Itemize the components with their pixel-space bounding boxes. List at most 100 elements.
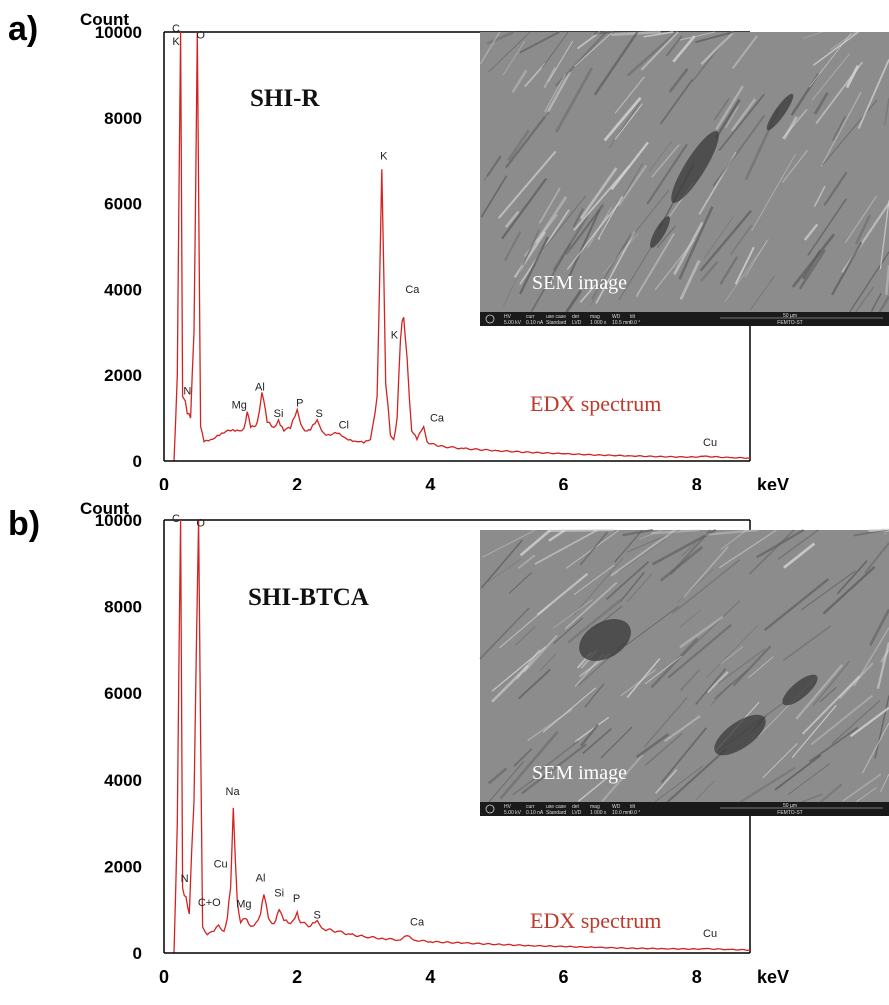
sem-texture-streak	[857, 59, 889, 129]
sem-texture-streak	[819, 686, 837, 703]
sem-texture-streak	[874, 529, 889, 533]
sem-texture-streak	[622, 528, 654, 537]
sem-texture-streak	[836, 560, 868, 595]
sem-texture-streak	[491, 646, 546, 692]
sem-cavity	[579, 619, 631, 661]
sem-texture-streak	[574, 716, 610, 743]
sem-texture-streak	[534, 529, 598, 565]
sem-texture-streak	[719, 529, 777, 569]
sem-info-key: HV	[504, 314, 512, 320]
x-axis-label: keV	[757, 967, 789, 987]
sem-image-label: SEM image	[532, 762, 627, 784]
sem-texture-streak	[802, 31, 823, 40]
sem-texture-streak	[762, 743, 798, 779]
sem-texture-streak	[880, 773, 889, 793]
peak-label: Cu	[703, 928, 717, 940]
edx-chart-b: 0 2000 4000 6000 8000 10000 0 2 4 6 8 keV C O Na Cu N C+O…	[95, 511, 889, 987]
sem-texture-streak	[791, 233, 835, 288]
sem-texture-streak	[868, 608, 889, 647]
sem-texture-streak	[579, 167, 618, 220]
peak-label: Ca	[430, 413, 445, 425]
sem-texture-streak	[874, 695, 889, 759]
sem-texture-streak	[610, 529, 676, 577]
sem-texture-streak	[536, 572, 589, 616]
sem-texture-streak	[700, 260, 719, 282]
sem-texture-streak	[486, 30, 515, 45]
y-tick-label: 8000	[104, 598, 142, 617]
sem-texture-streak	[524, 62, 546, 88]
panel-label: b)	[8, 505, 41, 543]
sem-texture-streak	[734, 246, 755, 285]
sem-texture-streak	[626, 529, 680, 553]
sem-texture-streak	[788, 763, 830, 795]
sem-texture-streak	[651, 144, 680, 178]
sem-texture-streak	[870, 292, 882, 312]
sem-texture-streak	[864, 542, 889, 574]
sem-info-value: 10.0 mm	[612, 810, 631, 816]
sem-texture-streak	[597, 195, 624, 240]
sem-image-inset: HV curr use case det mag WD tilt 5.00 kV 0.10 nA…	[479, 528, 889, 816]
sem-texture-streak	[669, 529, 712, 576]
sem-texture-streak	[515, 626, 536, 646]
sem-texture-streak	[626, 658, 661, 699]
y-tick-label: 10000	[95, 511, 142, 530]
sem-texture-streak	[659, 78, 694, 125]
sem-texture-streak	[732, 645, 772, 687]
sem-texture-streak	[603, 96, 642, 142]
sem-info-value: 10.5 mm	[612, 320, 631, 326]
x-tick-label: 6	[559, 475, 569, 490]
sem-texture-streak	[774, 754, 822, 791]
sem-texture-streak	[508, 572, 533, 594]
sem-texture-streak	[699, 209, 753, 272]
sem-texture-streak	[565, 209, 601, 284]
sem-texture-streak	[639, 529, 663, 540]
sem-texture-streak	[614, 76, 645, 114]
sem-texture-streak	[821, 99, 878, 166]
sem-info-key: det	[572, 314, 580, 320]
sem-texture-streak	[572, 208, 585, 228]
sem-texture-streak	[763, 578, 830, 632]
sem-texture-streak	[503, 230, 522, 262]
sem-texture-streak	[577, 777, 608, 802]
sem-texture-streak	[499, 730, 559, 800]
sem-texture-streak	[861, 722, 889, 774]
sem-texture-streak	[672, 35, 696, 63]
edx-spectrum-line	[173, 31, 750, 462]
sem-scale-text: 50 µm	[783, 803, 797, 809]
sem-texture-streak	[648, 140, 673, 172]
peak-label: Cu	[214, 858, 228, 870]
sem-image-label: SEM image	[532, 272, 627, 294]
sem-texture-streak	[651, 528, 717, 566]
sem-texture-streak	[539, 653, 557, 672]
peak-label: N	[181, 873, 189, 885]
sem-info-value: LVD	[572, 320, 582, 326]
sem-texture-streak	[679, 259, 701, 301]
sem-texture-streak	[655, 769, 678, 794]
sem-texture-streak	[656, 225, 676, 249]
sem-texture-streak	[599, 162, 644, 238]
sem-cavity	[714, 714, 766, 756]
sem-texture-streak	[783, 542, 816, 569]
sem-info-key: det	[572, 804, 580, 810]
sem-texture-streak	[731, 35, 758, 70]
peak-label: K	[380, 150, 388, 162]
sem-texture-streak	[714, 98, 741, 139]
peak-label: Mg	[232, 400, 247, 412]
sem-texture-streak	[479, 31, 501, 65]
sem-texture-streak	[513, 748, 533, 767]
sem-texture-streak	[712, 114, 766, 187]
sem-texture-streak	[700, 31, 735, 66]
sem-texture-streak	[798, 249, 826, 290]
y-tick-label: 4000	[104, 771, 142, 790]
sem-texture-streak	[595, 231, 636, 304]
sem-texture-streak	[717, 648, 766, 685]
sem-info-key: WD	[612, 804, 621, 810]
sem-info-value: 0.10 nA	[526, 320, 544, 326]
sem-texture-streak	[646, 143, 688, 205]
y-tick-label: 6000	[104, 195, 142, 214]
sem-texture-streak	[777, 529, 819, 561]
x-tick-label: 8	[692, 967, 702, 987]
peak-label: O	[196, 29, 205, 41]
sem-texture-streak	[782, 150, 808, 183]
sem-texture-streak	[715, 85, 744, 131]
